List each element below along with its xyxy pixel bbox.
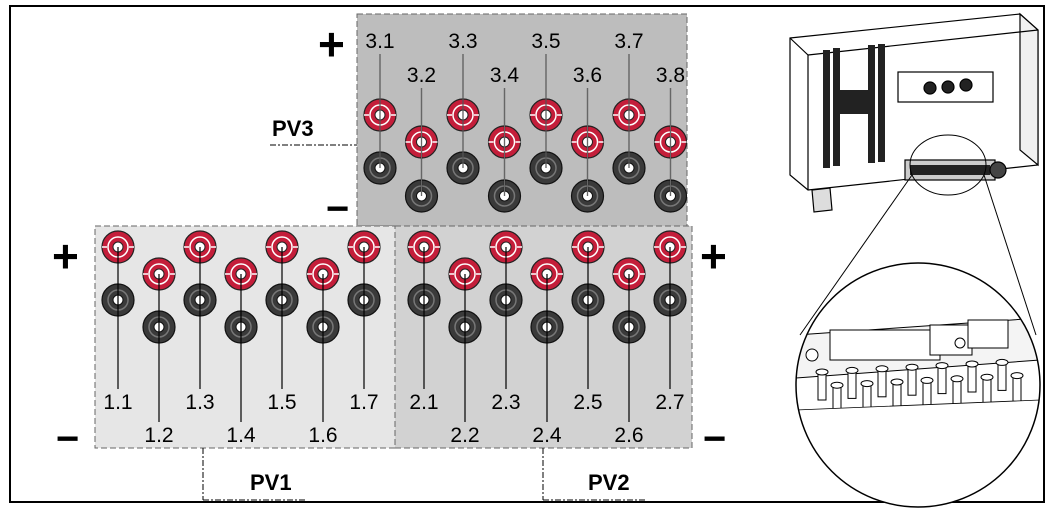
pv1-plus-sign: + <box>52 230 79 282</box>
pv2-terminal-label: 2.6 <box>614 424 643 447</box>
pv2-terminal-label: 2.3 <box>491 391 520 414</box>
magnified-connector <box>847 369 857 399</box>
magnified-connector <box>967 363 977 393</box>
magnifier-circle <box>795 262 1041 508</box>
pv2-minus-sign: − <box>703 417 726 461</box>
pv3-minus-sign: − <box>326 187 349 231</box>
pv3-terminal-label: 3.3 <box>448 30 477 53</box>
magnified-connector-cap <box>905 363 919 371</box>
zoom-leader-right <box>983 174 1037 336</box>
pv3-terminal-label: 3.4 <box>490 64 520 87</box>
pv3-terminal-label: 3.2 <box>407 64 436 87</box>
pv1-leader-line <box>202 448 305 501</box>
pv2-plus-sign: + <box>700 230 727 282</box>
pv1-terminal-label: 1.3 <box>185 391 214 414</box>
magnified-connector <box>997 361 1007 391</box>
pv3-terminal-label: 3.1 <box>365 30 394 53</box>
pv1-terminal-label: 1.7 <box>349 391 378 414</box>
pv1-terminal-label: 1.4 <box>226 424 256 447</box>
pv2-terminal-label: 2.1 <box>409 391 438 414</box>
magnified-connector-cap <box>845 366 859 374</box>
magnified-connector <box>952 378 962 408</box>
pv3-label: PV3 <box>272 116 314 141</box>
pv1-minus-sign: − <box>56 417 79 461</box>
pv3-plus-sign: + <box>318 18 345 70</box>
magnified-connector-cap <box>875 365 889 373</box>
pv2-leader-line <box>542 448 645 501</box>
pv2-terminal-label: 2.5 <box>573 391 602 414</box>
zoom-leader-left <box>799 174 913 336</box>
pv3-terminal-label: 3.7 <box>614 30 643 53</box>
magnified-connector-cap <box>815 368 829 376</box>
pv2-terminal-label: 2.7 <box>655 391 684 414</box>
magnified-connector-cap <box>1010 372 1024 380</box>
pv1-label: PV1 <box>250 470 292 495</box>
pv3-terminal-label: 3.6 <box>573 64 602 87</box>
pv1-terminal-label: 1.6 <box>308 424 337 447</box>
magnified-connector-cap <box>860 380 874 388</box>
terminals-layer: 3.1 3.2 3.3 3.4 3.5 3.6 3.7 3.8 1.1 1.2 1.3 1.4 1.5 1… <box>101 30 688 447</box>
pv3-terminal-label: 3.8 <box>656 64 685 87</box>
magnified-connector <box>877 368 887 398</box>
magnified-connector <box>817 371 827 401</box>
pv2-terminal-label: 2.4 <box>532 424 562 447</box>
pv2-terminal-label: 2.2 <box>450 424 479 447</box>
magnified-connector-cap <box>995 358 1009 366</box>
magnified-connector-cap <box>935 362 949 370</box>
magnified-connector <box>907 366 917 396</box>
connector-detail-magnifier-icon <box>796 263 1040 507</box>
magnified-connector-cap <box>965 360 979 368</box>
magnified-connector-cap <box>950 375 964 383</box>
zoom-source-circle <box>909 134 987 196</box>
pv1-terminal-label: 1.2 <box>144 424 173 447</box>
magnified-connector <box>1012 375 1022 405</box>
pv2-label: PV2 <box>588 470 630 495</box>
magnified-connector <box>937 365 947 395</box>
pv3-terminal-label: 3.5 <box>531 30 560 53</box>
magnified-connector-cap <box>980 373 994 381</box>
magnified-connector <box>982 376 992 406</box>
pv1-terminal-label: 1.1 <box>103 391 132 414</box>
magnified-connector-cap <box>830 381 844 389</box>
magnified-connector-cap <box>920 376 934 384</box>
pv1-terminal-label: 1.5 <box>267 391 296 414</box>
magnified-connector-cap <box>890 378 904 386</box>
inverter-device-icon <box>789 12 1039 213</box>
